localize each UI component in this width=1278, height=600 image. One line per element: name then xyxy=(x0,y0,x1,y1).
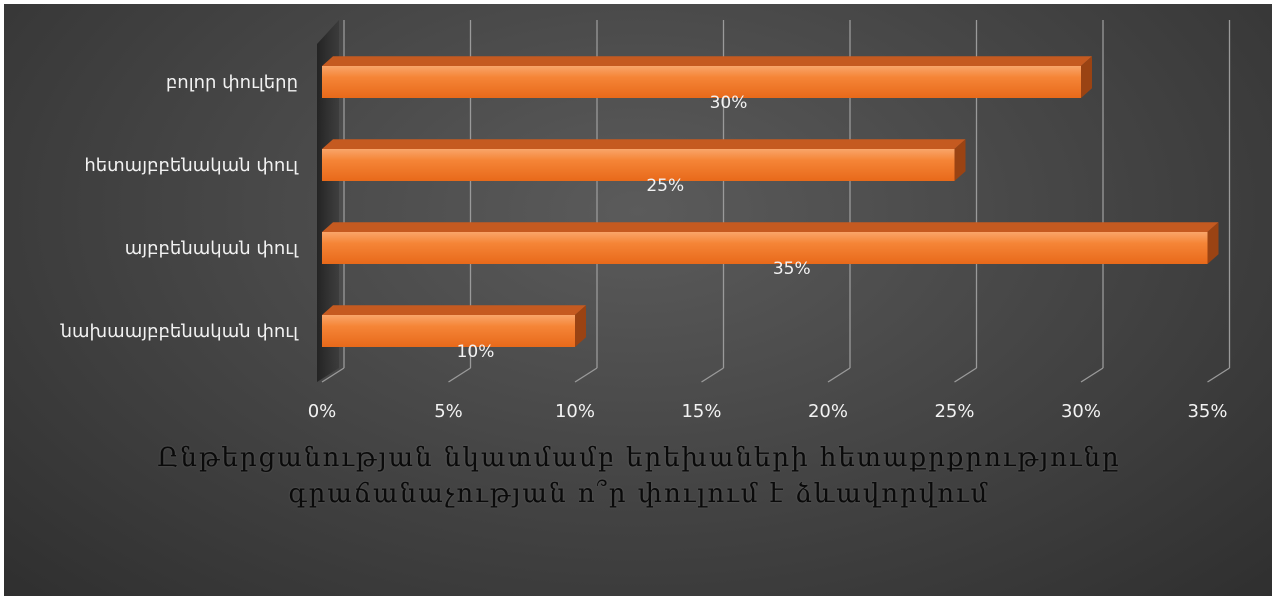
x-tick-label: 15% xyxy=(681,401,721,422)
category-label: այբբենական փուլ xyxy=(125,238,299,259)
bar-front-face xyxy=(322,149,955,181)
x-tick-label: 10% xyxy=(555,401,595,422)
bar-1 xyxy=(322,56,1092,98)
x-tick-label: 35% xyxy=(1187,401,1227,422)
floor-gridline xyxy=(954,367,977,383)
floor-gridline xyxy=(574,367,598,383)
data-label: 25% xyxy=(646,176,684,196)
floor-gridline xyxy=(1207,367,1230,383)
data-label: 30% xyxy=(710,93,748,113)
bar-top-face xyxy=(322,56,1092,66)
data-label: 35% xyxy=(773,259,811,279)
bars xyxy=(322,56,1219,347)
bar-2 xyxy=(322,139,966,181)
bar-front-face xyxy=(322,315,575,347)
x-tick-label: 25% xyxy=(934,401,974,422)
floor-gridline xyxy=(701,367,724,383)
chart-title-line-1: Ընթերցանության նկատմամբ երեխաների հետաքր… xyxy=(157,443,1121,473)
x-tick-label: 5% xyxy=(434,401,463,422)
bar-side-face xyxy=(954,139,966,181)
bar-top-face xyxy=(322,139,966,149)
floor-gridline xyxy=(827,367,851,383)
floor-gridline xyxy=(1080,367,1104,383)
bar-side-face xyxy=(1081,56,1092,98)
data-label: 10% xyxy=(457,342,495,362)
floor-gridline xyxy=(321,367,345,383)
bar-side-face xyxy=(575,305,586,347)
x-tick-label: 0% xyxy=(308,401,337,422)
bar-3 xyxy=(322,222,1219,264)
x-tick-label: 20% xyxy=(808,401,848,422)
bar-top-face xyxy=(322,222,1219,232)
bar-side-face xyxy=(1207,222,1219,264)
bar-front-face xyxy=(322,66,1081,98)
bar-front-face xyxy=(322,232,1208,264)
bar-top-face xyxy=(322,305,586,315)
chart-title-line-2: գրաճանաչության ո՞ր փուլում է ձևավորվում xyxy=(288,479,990,509)
bar-4 xyxy=(322,305,586,347)
chart-background xyxy=(4,4,1272,596)
labels: 0% 5% 10% 15% 20% 25% 30% 35% բոլոր փուլերը 30% հե… xyxy=(60,72,1228,422)
category-label: հետայբբենական փուլ xyxy=(84,155,299,176)
side-wall xyxy=(317,20,339,382)
floor-gridline xyxy=(448,367,471,383)
category-label: նախաայբբենական փուլ xyxy=(60,321,300,342)
category-label: բոլոր փուլերը xyxy=(166,72,298,93)
x-tick-label: 30% xyxy=(1061,401,1101,422)
chart-title: Ընթերցանության նկատմամբ երեխաների հետաքր… xyxy=(0,440,1278,512)
